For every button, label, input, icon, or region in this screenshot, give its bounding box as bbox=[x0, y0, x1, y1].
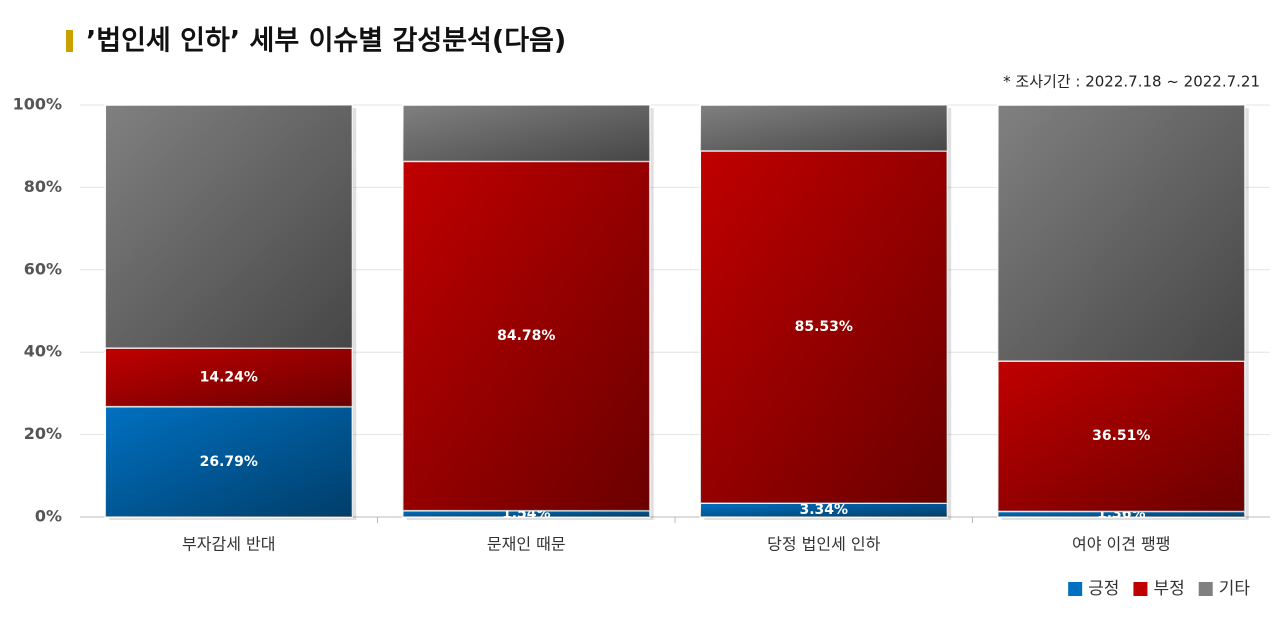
x-tick-label: 문재인 때문 bbox=[487, 535, 566, 554]
bar-shade bbox=[700, 105, 948, 151]
y-tick-label: 0% bbox=[35, 507, 62, 526]
bar-shade bbox=[105, 347, 353, 407]
chart-subtitle: * 조사기간 : 2022.7.18 ~ 2022.7.21 bbox=[1003, 73, 1260, 91]
data-label: 85.53% bbox=[795, 319, 853, 335]
y-tick-label: 60% bbox=[24, 259, 62, 278]
legend-label: 부정 bbox=[1153, 579, 1184, 599]
legend-label: 긍정 bbox=[1088, 579, 1119, 599]
bar-shade bbox=[700, 503, 948, 517]
legend-label: 기타 bbox=[1219, 579, 1251, 599]
bar-shade bbox=[700, 150, 948, 504]
title-marker bbox=[66, 30, 73, 52]
bar-shade bbox=[105, 406, 353, 517]
data-label: 84.78% bbox=[497, 328, 555, 344]
legend-swatch bbox=[1198, 582, 1213, 596]
data-label: 26.79% bbox=[200, 454, 258, 470]
bar-shade bbox=[402, 161, 650, 511]
bar-shade bbox=[105, 105, 353, 348]
legend-swatch bbox=[1133, 582, 1148, 596]
data-label: 3.34% bbox=[799, 502, 848, 518]
x-tick-label: 여야 이견 팽팽 bbox=[1072, 535, 1171, 554]
y-tick-label: 40% bbox=[24, 342, 62, 361]
bar-shade bbox=[402, 105, 650, 162]
chart-title: ’법인세 인하’ 세부 이슈별 감성분석(다음) bbox=[86, 26, 566, 57]
bar-shade bbox=[997, 511, 1245, 517]
y-tick-label: 80% bbox=[24, 177, 62, 196]
bar-shade bbox=[402, 510, 650, 517]
x-tick-label: 당정 법인세 인하 bbox=[767, 535, 880, 554]
bar-shade bbox=[997, 360, 1245, 512]
y-tick-label: 100% bbox=[13, 95, 62, 114]
x-tick-label: 부자감세 반대 bbox=[182, 535, 275, 554]
bar-shade bbox=[997, 105, 1245, 361]
legend-swatch bbox=[1068, 582, 1083, 596]
y-tick-label: 20% bbox=[24, 424, 62, 443]
data-label: 36.51% bbox=[1092, 428, 1150, 444]
data-label: 14.24% bbox=[200, 369, 258, 385]
